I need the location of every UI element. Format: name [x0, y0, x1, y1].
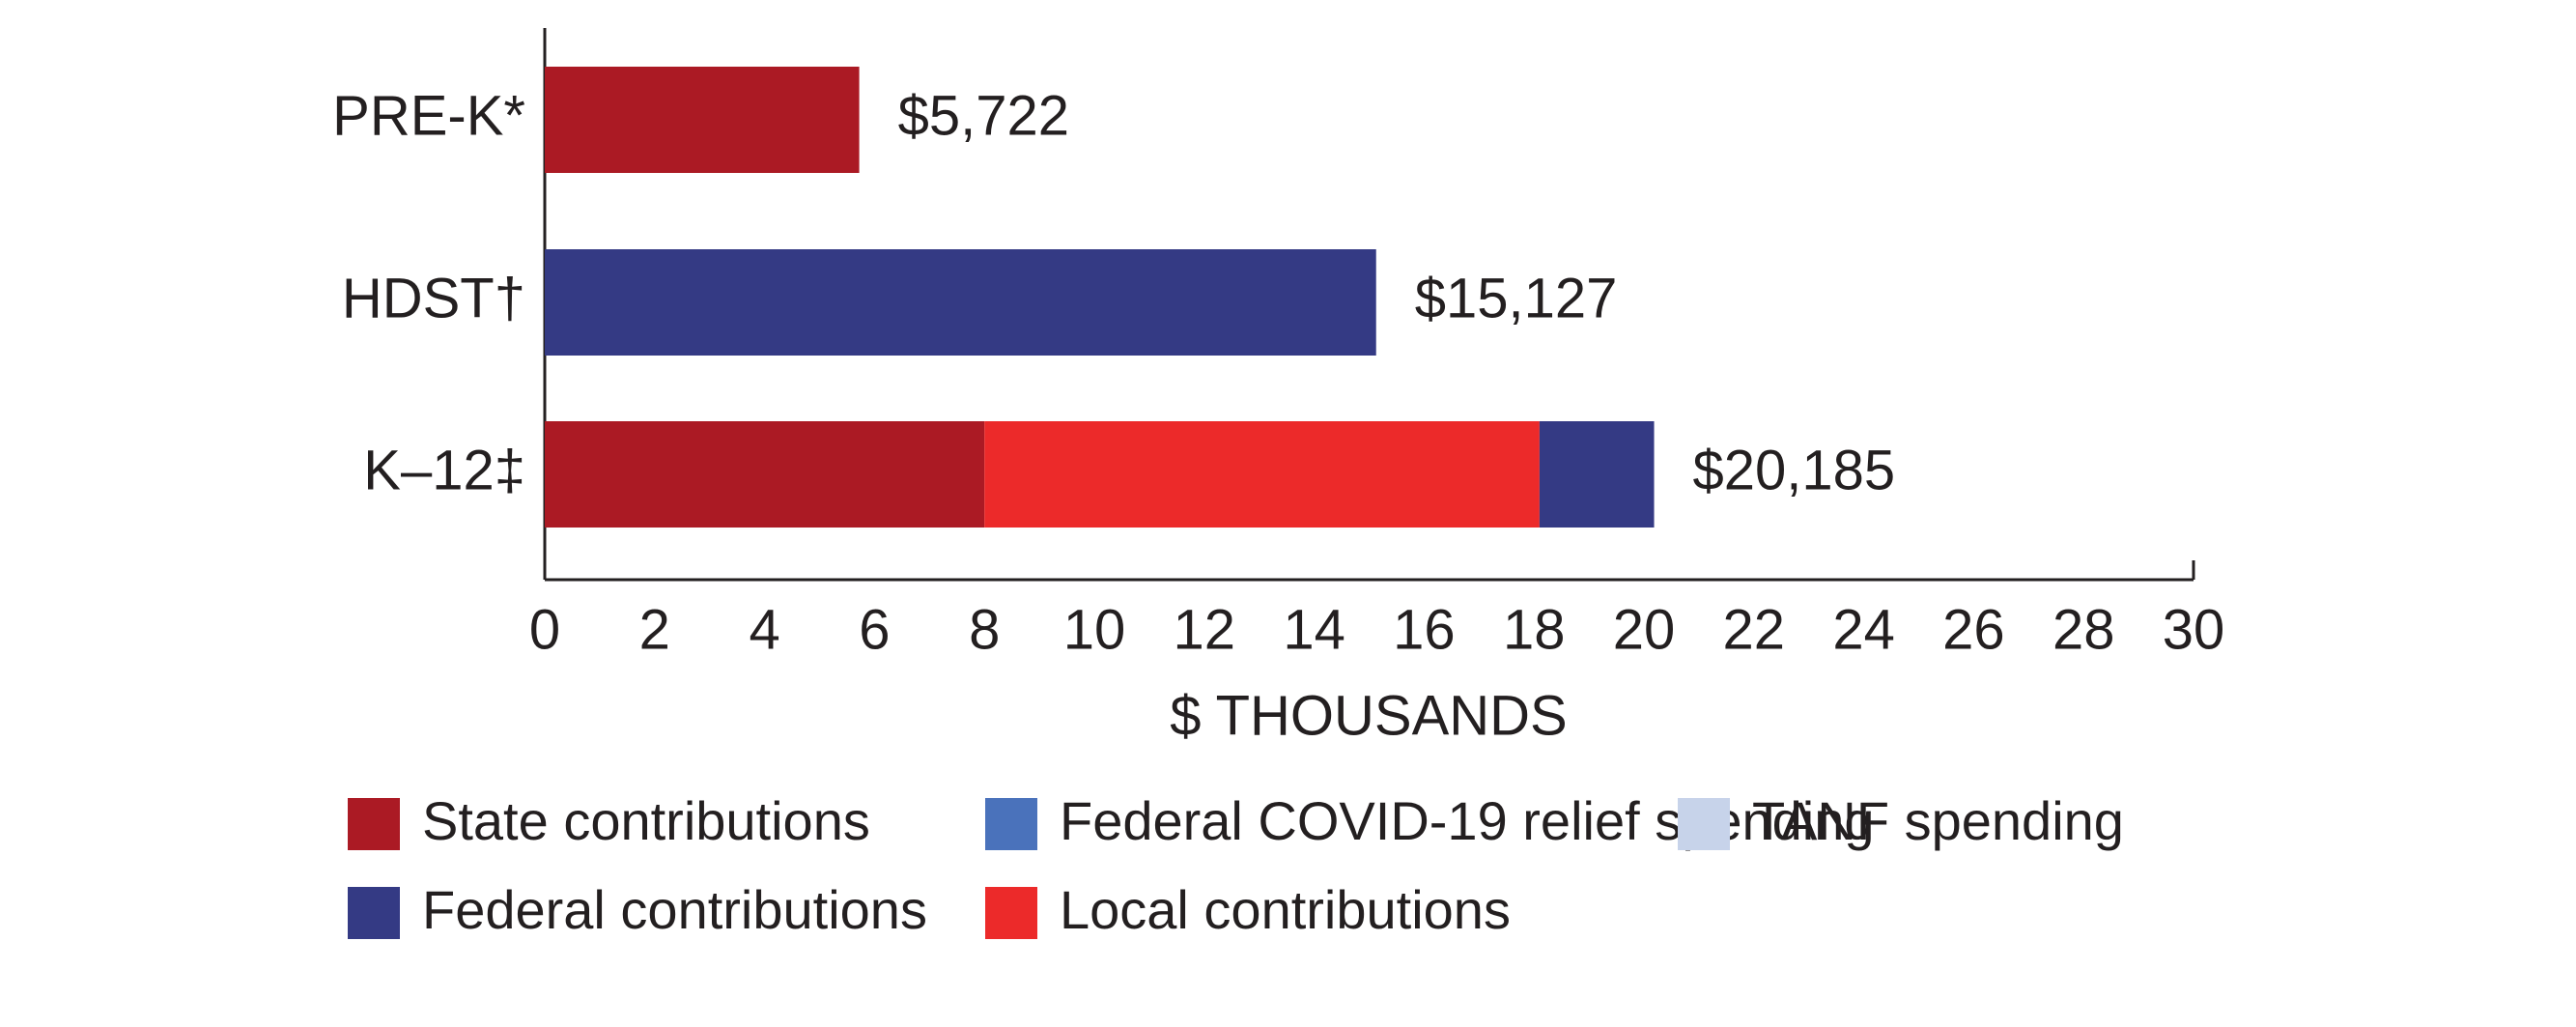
bar-segment: [545, 249, 1376, 356]
x-tick-label: 24: [1832, 598, 1895, 661]
bar-segment: [545, 67, 860, 173]
y-tick-label: K–12‡: [363, 439, 525, 501]
x-tick-label: 30: [2163, 598, 2225, 661]
x-tick-label: 26: [1942, 598, 2005, 661]
legend-swatch: [1678, 798, 1730, 850]
bar-segment: [545, 421, 985, 528]
legend-label: Federal COVID-19 relief spending: [1060, 790, 1875, 851]
y-tick-label: PRE-K*: [332, 84, 525, 147]
x-tick-label: 12: [1174, 598, 1236, 661]
bar-segment: [1539, 421, 1655, 528]
total-label: $20,185: [1693, 439, 1896, 501]
x-axis-title: $ THOUSANDS: [1170, 684, 1567, 747]
x-tick-label: 20: [1613, 598, 1676, 661]
x-tick-label: 28: [2052, 598, 2115, 661]
total-label: $5,722: [898, 84, 1069, 147]
bar-segment: [984, 421, 1540, 528]
legend-label: State contributions: [422, 790, 870, 851]
x-tick-label: 2: [639, 598, 670, 661]
x-tick-label: 4: [749, 598, 779, 661]
legend-swatch: [348, 798, 400, 850]
x-tick-label: 22: [1723, 598, 1786, 661]
legend-swatch: [348, 887, 400, 939]
legend-label: TANF spending: [1752, 790, 2124, 851]
legend-label: Federal contributions: [422, 879, 927, 940]
x-tick-label: 0: [529, 598, 560, 661]
x-tick-label: 14: [1283, 598, 1345, 661]
y-tick-label: HDST†: [342, 267, 525, 329]
x-tick-label: 8: [969, 598, 1000, 661]
legend-swatch: [985, 887, 1037, 939]
x-tick-label: 6: [859, 598, 890, 661]
total-label: $15,127: [1415, 267, 1618, 329]
legend-label: Local contributions: [1060, 879, 1511, 940]
x-tick-label: 10: [1063, 598, 1126, 661]
x-tick-label: 18: [1503, 598, 1566, 661]
x-tick-label: 16: [1393, 598, 1456, 661]
legend-swatch: [985, 798, 1037, 850]
